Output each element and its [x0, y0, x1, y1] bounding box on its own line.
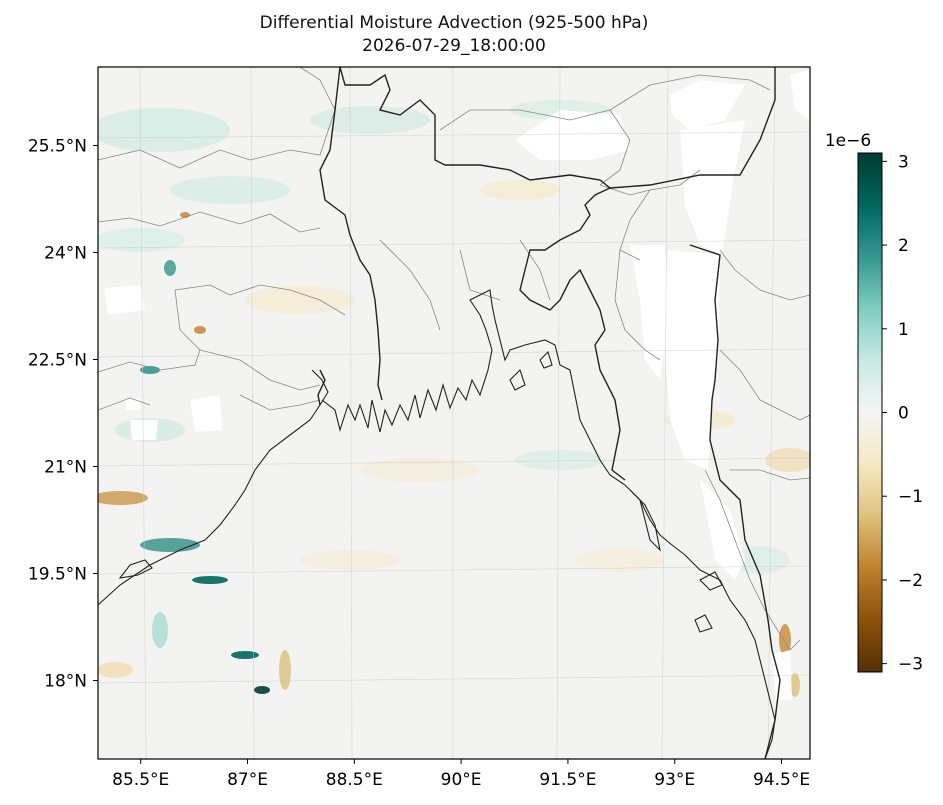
gridlines — [98, 67, 810, 759]
coastline — [98, 289, 776, 759]
y-tick-label: 19.5°N — [28, 565, 87, 585]
figure-subtitle: 2026-07-29_18:00:00 — [362, 36, 546, 56]
state-borders — [98, 67, 810, 651]
x-tick-label: 93°E — [654, 770, 695, 790]
colorbar-exponent-label: 1e−6 — [825, 131, 871, 151]
y-tick-label: 21°N — [44, 458, 87, 478]
x-tick-label: 87°E — [227, 770, 268, 790]
x-tick-label: 90°E — [441, 770, 482, 790]
colorbar-ticks: 3 2 1 0 −1 −2 −3 — [882, 152, 923, 675]
y-axis-ticks: 25.5°N 24°N 22.5°N 21°N 19.5°N 18°N — [28, 136, 98, 692]
figure-title: Differential Moisture Advection (925-500… — [259, 13, 649, 33]
colorbar-tick-label: −1 — [898, 487, 923, 507]
colorbar-tick-label: −2 — [898, 571, 923, 591]
colorbar-tick-label: 2 — [898, 236, 909, 256]
x-axis-ticks: 85.5°E 87°E 88.5°E 90°E 91.5°E 93°E 94.5°E — [112, 759, 810, 790]
missing-data-areas — [104, 70, 810, 700]
colorbar: 1e−6 3 2 1 0 −1 −2 −3 — [825, 131, 923, 675]
y-tick-label: 22.5°N — [28, 350, 87, 370]
map-frame — [97, 66, 811, 760]
country-borders — [317, 67, 781, 759]
y-tick-label: 25.5°N — [28, 136, 87, 156]
x-tick-label: 94.5°E — [753, 770, 810, 790]
colorbar-tick-label: 1 — [898, 320, 909, 340]
x-tick-label: 85.5°E — [112, 770, 169, 790]
colorbar-tick-label: −3 — [898, 655, 923, 675]
colorbar-gradient — [857, 152, 883, 673]
x-tick-label: 91.5°E — [539, 770, 596, 790]
y-tick-label: 18°N — [44, 672, 87, 692]
colorbar-tick-label: 3 — [898, 152, 909, 172]
map-area — [98, 67, 810, 759]
y-tick-label: 24°N — [44, 243, 87, 263]
x-tick-label: 88.5°E — [326, 770, 383, 790]
colorbar-tick-label: 0 — [898, 404, 909, 424]
